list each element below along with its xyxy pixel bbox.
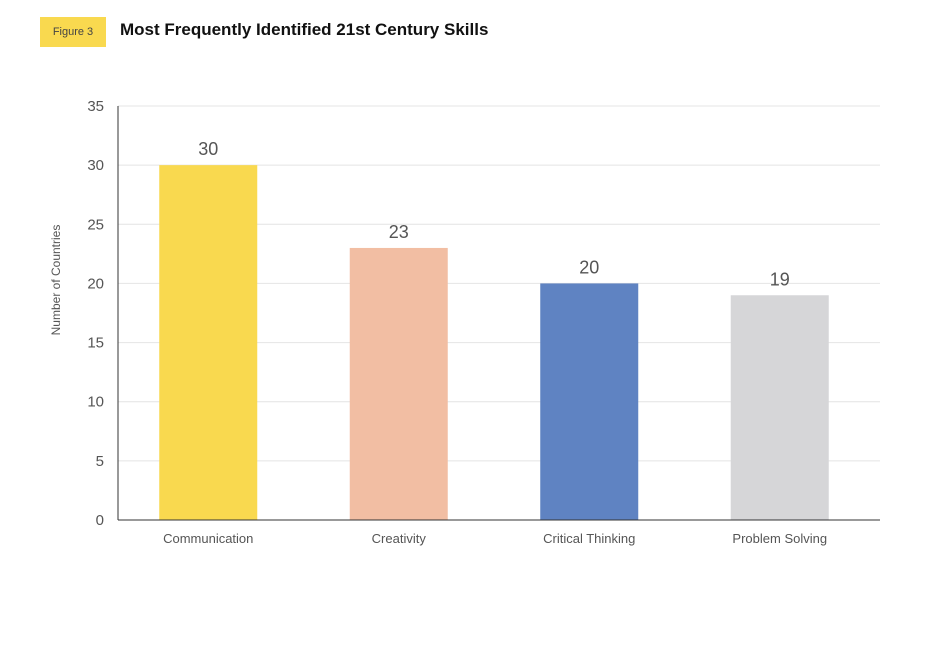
bar-problem-solving xyxy=(730,295,829,520)
data-label: 19 xyxy=(770,269,790,289)
figure-label: Figure 3 xyxy=(40,17,106,47)
x-tick-label: Problem Solving xyxy=(732,531,827,546)
y-tick-label: 20 xyxy=(87,275,104,292)
y-axis-label: Number of Countries xyxy=(49,225,63,336)
y-tick-label: 30 xyxy=(87,157,104,174)
x-tick-label: Creativity xyxy=(372,531,427,546)
x-tick-label: Communication xyxy=(163,531,253,546)
y-tick-label: 5 xyxy=(96,453,104,470)
bar-critical-thinking xyxy=(540,283,639,520)
data-label: 20 xyxy=(579,257,599,277)
y-tick-label: 35 xyxy=(87,98,104,115)
y-tick-label: 0 xyxy=(96,512,104,529)
chart-title: Most Frequently Identified 21st Century … xyxy=(120,20,489,39)
data-label: 30 xyxy=(198,139,218,159)
y-tick-label: 15 xyxy=(87,335,104,352)
data-label: 23 xyxy=(389,222,409,242)
x-tick-label: Critical Thinking xyxy=(543,531,635,546)
y-tick-label: 25 xyxy=(87,216,104,233)
y-tick-label: 10 xyxy=(87,394,104,411)
bar-creativity xyxy=(349,247,448,520)
bar-communication xyxy=(159,165,258,520)
